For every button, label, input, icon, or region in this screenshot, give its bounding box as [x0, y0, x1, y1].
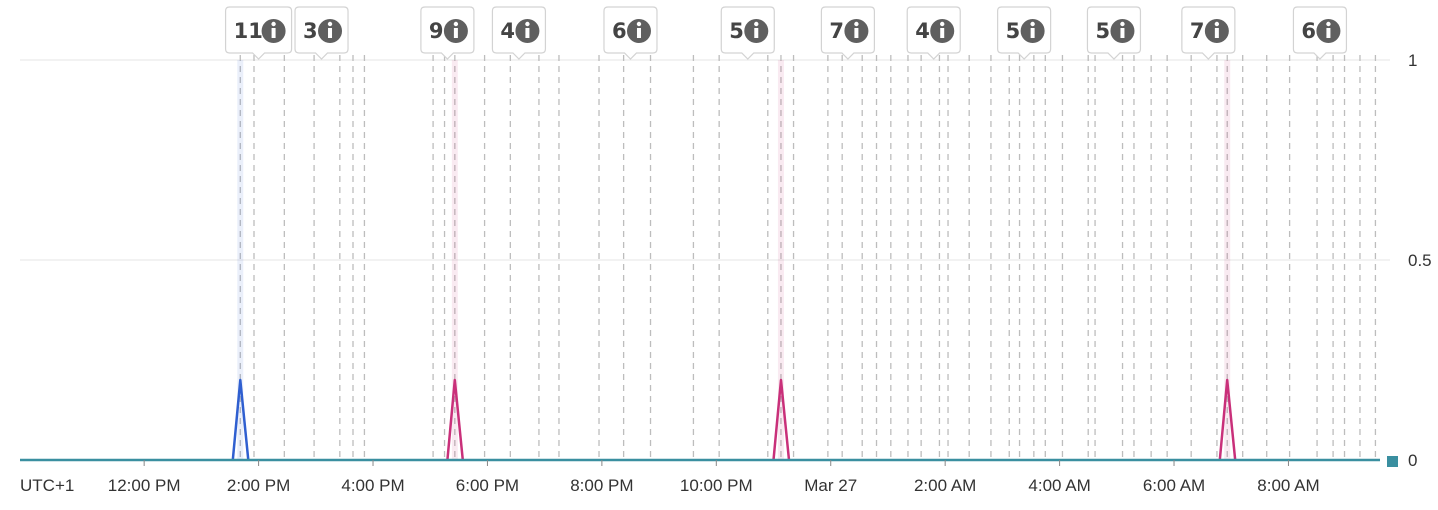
annotation-badge[interactable]: 6: [603, 6, 658, 60]
info-icon-stem: [754, 28, 759, 38]
info-icon: [443, 19, 468, 43]
info-icon-dot: [940, 21, 945, 27]
axes: 1 0.5 0 UTC+1 12:00 PM 2:00 PM 4:00 PM 6:00 PM 8…: [20, 51, 1432, 495]
series-highlight-band: [1224, 60, 1231, 460]
info-icon-stem: [1326, 28, 1331, 38]
info-icon: [1204, 19, 1229, 43]
series-line-4: [1218, 378, 1237, 461]
annotation-badge[interactable]: 4: [906, 6, 961, 60]
annotation-badges[interactable]: 11 3 9 4 6 5 7 4 5 5 7 6: [224, 6, 1348, 60]
info-icon: [1316, 19, 1341, 43]
series-highlight-band: [237, 60, 244, 460]
x-tick-label: 12:00 PM: [108, 476, 181, 495]
info-icon-dot: [271, 21, 276, 27]
info-icon-stem: [525, 28, 530, 38]
annotation-badge[interactable]: 5: [720, 6, 775, 60]
info-icon: [261, 19, 286, 43]
x-tick-label: Mar 27: [804, 476, 857, 495]
annotation-badge[interactable]: 5: [1086, 6, 1142, 60]
annotation-badge[interactable]: 9: [420, 6, 475, 60]
info-icon: [844, 19, 869, 43]
annotation-count: 3: [303, 19, 318, 43]
annotation-count: 4: [915, 19, 930, 43]
info-icon-stem: [1120, 28, 1125, 38]
x-tick-label: 6:00 AM: [1143, 476, 1205, 495]
annotation-badge[interactable]: 3: [294, 6, 349, 60]
series-highlight-band: [777, 60, 784, 460]
info-icon-stem: [1030, 28, 1035, 38]
annotation-count: 6: [612, 19, 627, 43]
info-icon-dot: [1030, 21, 1035, 27]
annotation-count: 11: [234, 19, 263, 43]
info-icon-stem: [328, 28, 333, 38]
annotation-lines: [239, 55, 1377, 460]
annotation-badge[interactable]: 6: [1292, 6, 1348, 60]
x-tick-label: 4:00 PM: [341, 476, 404, 495]
annotation-badge[interactable]: 11: [224, 6, 293, 60]
x-tick-label: 6:00 PM: [456, 476, 519, 495]
info-icon: [1110, 19, 1135, 43]
info-icon-dot: [1326, 21, 1331, 27]
x-tick-label: 10:00 PM: [680, 476, 753, 495]
info-icon-dot: [1214, 21, 1220, 27]
y-tick-label: 0.5: [1408, 251, 1432, 270]
info-icon-stem: [271, 28, 276, 38]
info-icon-dot: [453, 21, 459, 27]
annotation-badge[interactable]: 7: [1181, 6, 1236, 60]
info-icon-stem: [1214, 28, 1219, 38]
annotation-count: 5: [1006, 19, 1021, 43]
series-line-3: [772, 378, 791, 461]
baseline-legend-marker: [1387, 456, 1398, 467]
annotation-count: 9: [429, 19, 444, 43]
info-icon: [318, 19, 343, 43]
y-tick-label: 1: [1408, 51, 1417, 70]
y-tick-label: 0: [1408, 451, 1417, 470]
x-tick-label: 2:00 PM: [227, 476, 290, 495]
info-icon-dot: [1120, 21, 1125, 27]
annotation-count: 5: [729, 19, 744, 43]
info-icon-dot: [327, 21, 333, 27]
x-tick-label: 8:00 AM: [1257, 476, 1319, 495]
info-icon-stem: [854, 28, 859, 38]
timezone-label: UTC+1: [20, 476, 74, 495]
info-icon-dot: [636, 21, 642, 27]
info-icon-stem: [636, 28, 641, 38]
annotation-count: 7: [1190, 19, 1205, 43]
annotation-count: 5: [1095, 19, 1110, 43]
info-icon-stem: [940, 28, 945, 38]
x-tick-label: 2:00 AM: [914, 476, 976, 495]
annotation-badge[interactable]: 5: [997, 6, 1052, 60]
x-tick-label: 4:00 AM: [1028, 476, 1090, 495]
info-icon-dot: [754, 21, 759, 27]
info-icon-stem: [453, 28, 458, 38]
info-icon: [515, 19, 540, 43]
annotation-count: 7: [829, 19, 844, 43]
series-lines: [231, 60, 1237, 461]
x-tick-label: 8:00 PM: [570, 476, 633, 495]
annotation-count: 4: [500, 19, 515, 43]
series-line-1: [231, 378, 250, 461]
series-highlight-band: [451, 60, 458, 460]
info-icon: [626, 19, 651, 43]
annotation-badge[interactable]: 7: [820, 6, 876, 60]
info-icon-dot: [854, 21, 859, 27]
grid-lines: [20, 59, 1390, 261]
annotation-badge[interactable]: 4: [491, 6, 547, 60]
info-icon: [744, 19, 769, 43]
info-icon-dot: [525, 21, 530, 27]
annotation-count: 6: [1301, 19, 1316, 43]
info-icon: [930, 19, 955, 43]
info-icon: [1020, 19, 1045, 43]
series-line-2: [446, 378, 465, 461]
